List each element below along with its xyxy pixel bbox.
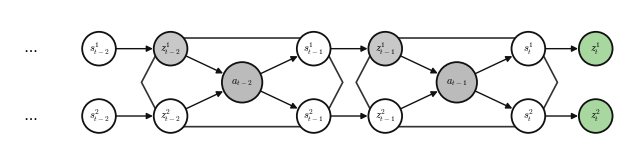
Text: $a_{t-1}$: $a_{t-1}$ [446, 77, 468, 88]
Circle shape [511, 32, 545, 66]
Circle shape [154, 32, 188, 66]
Circle shape [369, 99, 402, 133]
Text: $z^2_{t-2}$: $z^2_{t-2}$ [160, 108, 181, 124]
Text: $s^1_{t-1}$: $s^1_{t-1}$ [303, 40, 324, 57]
Circle shape [297, 32, 330, 66]
Text: $z^1_t$: $z^1_t$ [590, 41, 601, 57]
Circle shape [82, 99, 116, 133]
Text: $z^1_{t-1}$: $z^1_{t-1}$ [375, 40, 396, 57]
Text: $z^2_t$: $z^2_t$ [590, 108, 601, 124]
Circle shape [436, 62, 477, 103]
Text: $s^2_t$: $s^2_t$ [523, 108, 534, 124]
Circle shape [579, 32, 612, 66]
Circle shape [511, 99, 545, 133]
Text: $s^1_{t-2}$: $s^1_{t-2}$ [88, 40, 109, 57]
Circle shape [579, 99, 612, 133]
Circle shape [369, 32, 402, 66]
Text: $s^1_t$: $s^1_t$ [523, 41, 534, 57]
Text: $s^2_{t-2}$: $s^2_{t-2}$ [88, 108, 109, 124]
Text: $s^2_{t-1}$: $s^2_{t-1}$ [303, 108, 324, 124]
Circle shape [297, 99, 330, 133]
Text: $a_{t-2}$: $a_{t-2}$ [231, 77, 253, 88]
Text: $\cdots$: $\cdots$ [23, 109, 37, 124]
Text: $\cdots$: $\cdots$ [23, 41, 37, 56]
Circle shape [82, 32, 116, 66]
Circle shape [222, 62, 262, 103]
Text: $z^1_{t-2}$: $z^1_{t-2}$ [160, 40, 181, 57]
Circle shape [154, 99, 188, 133]
Text: $z^2_{t-1}$: $z^2_{t-1}$ [375, 108, 396, 124]
